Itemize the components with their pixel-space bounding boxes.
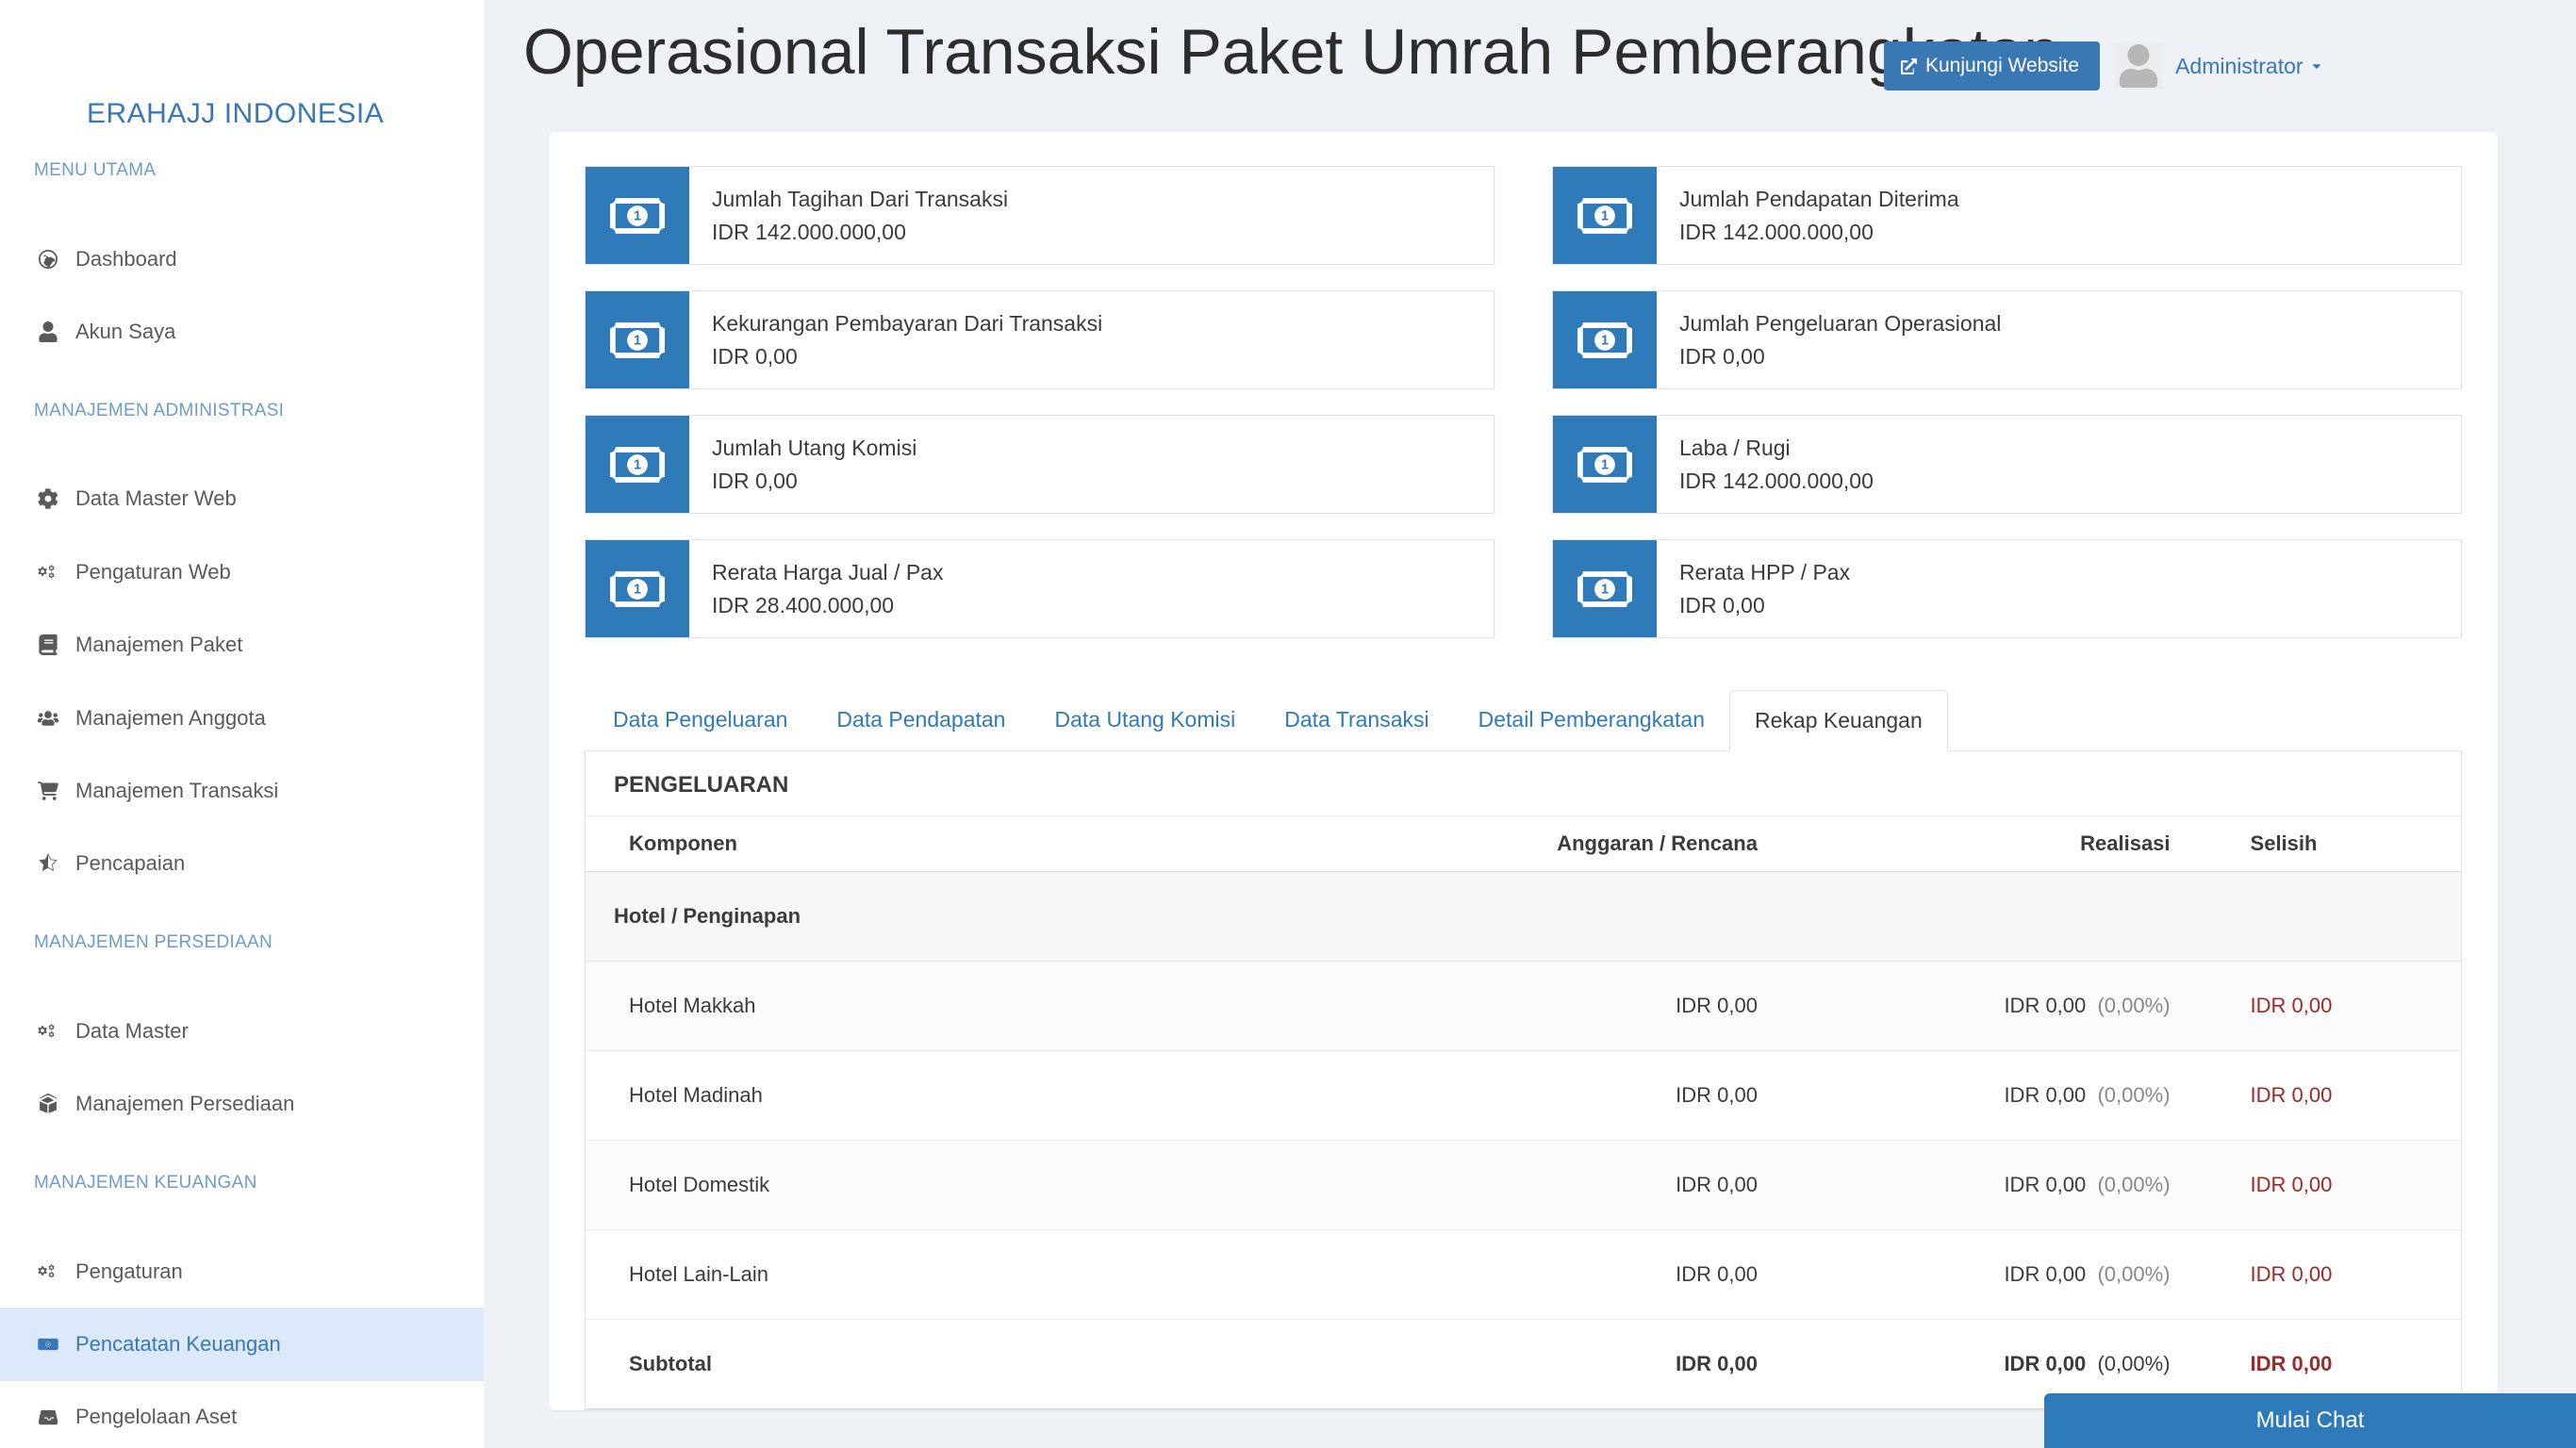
svg-text:1: 1 <box>47 1342 49 1346</box>
